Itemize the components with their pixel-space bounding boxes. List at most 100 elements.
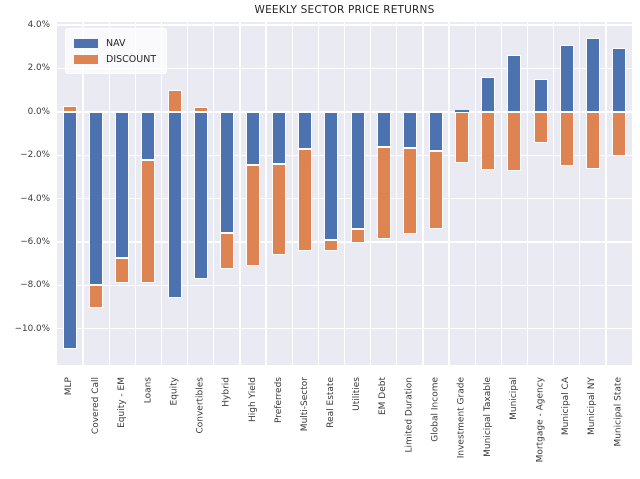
bar-segment-discount (585, 111, 600, 170)
bar-segment-discount (481, 111, 496, 171)
gridline-vertical (239, 22, 241, 365)
bar-segment-nav (455, 109, 470, 112)
gridline-vertical (500, 22, 502, 365)
y-tick-label: −8.0% (20, 280, 50, 291)
bar-segment-discount (350, 228, 365, 244)
gridline-vertical (213, 22, 215, 365)
y-tick-label: 0.0% (27, 106, 50, 117)
x-tick-label: Utilities (352, 377, 363, 411)
y-tick-label: −6.0% (20, 236, 50, 247)
bar-segment-nav (193, 111, 208, 279)
y-tick-label: −4.0% (20, 193, 50, 204)
bar-segment-nav (167, 111, 182, 299)
bar-segment-nav (559, 44, 574, 112)
bar-segment-nav (272, 111, 287, 164)
legend: NAV DISCOUNT (65, 28, 168, 74)
bar-segment-discount (272, 163, 287, 255)
y-tick-label: −10.0% (14, 323, 50, 334)
gridline-vertical (526, 22, 529, 365)
bar-segment-discount (533, 111, 548, 144)
gridline-vertical (134, 22, 137, 365)
gridline-vertical (187, 22, 189, 365)
nav-legend-label: NAV (106, 37, 126, 49)
bar-segment-nav (481, 77, 496, 112)
bar-segment-discount (167, 90, 182, 112)
gridline-vertical (448, 22, 450, 365)
x-tick-label: Preferreds (273, 377, 284, 423)
y-tick-label: 2.0% (27, 63, 50, 74)
chart-title: WEEKLY SECTOR PRICE RETURNS (254, 4, 435, 16)
x-tick-label: Mortgage - Agency (535, 377, 546, 463)
x-tick-label: Municipal (508, 377, 519, 420)
y-tick-label: 4.0% (27, 20, 50, 31)
gridline-vertical (552, 22, 555, 365)
bar-segment-nav (298, 111, 313, 149)
bar-segment-discount (219, 233, 234, 270)
bar-segment-discount (428, 150, 443, 229)
bar-segment-nav (63, 111, 78, 350)
bar-segment-nav (324, 111, 339, 240)
bar-segment-discount (63, 106, 78, 112)
bar-segment-nav (141, 111, 156, 160)
nav-color-swatch (74, 38, 98, 48)
x-tick-label: Convertibles (195, 377, 206, 434)
gridline-vertical (82, 22, 84, 365)
bar-segment-nav (89, 111, 104, 286)
bar-segment-discount (246, 164, 261, 266)
bar-segment-discount (376, 146, 391, 239)
gridline-vertical (369, 22, 372, 365)
x-tick-label: Covered Call (90, 377, 101, 435)
gridline-vertical (108, 22, 110, 365)
bar-segment-nav (376, 111, 391, 147)
x-tick-label: Equity (169, 377, 180, 406)
plot-area (57, 22, 632, 365)
discount-color-swatch (74, 54, 98, 64)
gridline-vertical (317, 22, 319, 365)
bar-segment-discount (298, 148, 313, 251)
bar-segment-nav (246, 111, 261, 165)
bar-segment-discount (324, 239, 339, 251)
x-tick-label: Municipal Taxable (482, 377, 493, 457)
gridline-vertical (160, 22, 163, 365)
bar-segment-nav (115, 111, 130, 259)
bar-segment-nav (350, 111, 365, 229)
bar-segment-nav (507, 55, 522, 112)
bar-segment-discount (141, 159, 156, 284)
bar-segment-discount (559, 111, 574, 167)
x-tick-label: MLP (64, 377, 75, 396)
x-tick-label: Hybrid (221, 377, 232, 407)
gridline-vertical (605, 22, 607, 365)
legend-item-nav: NAV (74, 35, 156, 51)
bar-segment-discount (115, 258, 130, 284)
x-tick-label: Multi-Sector (299, 377, 310, 432)
legend-item-discount: DISCOUNT (74, 51, 156, 67)
bar-segment-discount (193, 107, 208, 112)
bar-segment-nav (533, 79, 548, 112)
x-tick-label: High Yield (247, 377, 258, 422)
x-tick-label: Real Estate (325, 377, 336, 428)
bar-segment-nav (428, 111, 443, 151)
x-tick-label: Municipal State (613, 377, 624, 447)
bar-segment-nav (611, 47, 626, 112)
discount-legend-label: DISCOUNT (106, 53, 157, 65)
gridline-vertical (265, 22, 267, 365)
bar-segment-nav (585, 38, 600, 112)
bar-segment-discount (402, 147, 417, 235)
x-tick-label: EM Debt (378, 377, 389, 416)
gridline-vertical (291, 22, 293, 365)
y-tick-label: −2.0% (20, 150, 50, 161)
x-tick-label: Global Income (430, 377, 441, 442)
x-tick-label: Equity - EM (116, 377, 127, 428)
gridline-vertical (579, 22, 581, 365)
bar-segment-nav (402, 111, 417, 148)
bar-segment-discount (455, 111, 470, 163)
x-tick-label: Investment Grade (456, 377, 467, 459)
bar-segment-nav (219, 111, 234, 234)
bar-segment-discount (89, 285, 104, 309)
x-tick-label: Limited Duration (404, 377, 415, 453)
bar-segment-discount (507, 111, 522, 172)
gridline-vertical (474, 22, 476, 365)
x-tick-label: Municipal CA (561, 377, 572, 436)
gridline-vertical (343, 22, 346, 365)
